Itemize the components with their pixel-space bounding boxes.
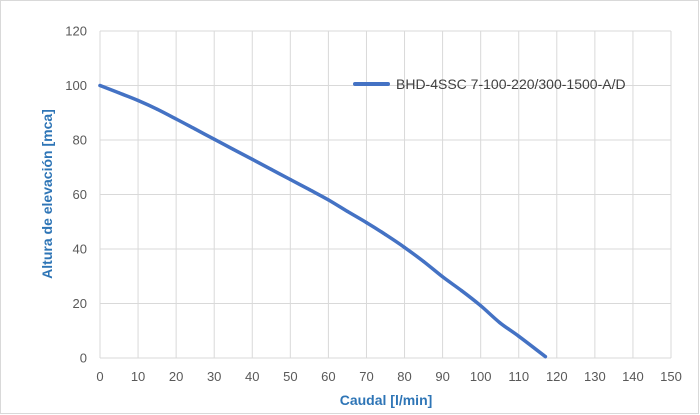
x-tick-label: 10 [131,369,145,384]
data-point [460,289,464,293]
y-tick-label: 0 [80,351,87,366]
y-tick-label: 40 [73,242,87,257]
data-point [174,117,178,121]
x-tick-label: 40 [245,369,259,384]
data-point [479,304,483,308]
x-tick-label: 100 [470,369,492,384]
series-line [98,83,548,359]
x-tick-label: 60 [321,369,335,384]
x-tick-label: 70 [359,369,373,384]
data-point [326,198,330,202]
x-tick-label: 20 [169,369,183,384]
data-point [364,221,369,225]
legend: BHD-4SSC 7-100-220/300-1500-A/D [353,76,626,92]
x-tick-label: 110 [508,369,529,384]
x-tick-label: 80 [397,369,411,384]
y-tick-label: 120 [65,24,87,39]
x-tick-label: 0 [96,369,103,384]
data-point [383,233,388,237]
grid-lines [99,30,672,359]
data-point [517,334,521,338]
data-point [193,127,197,131]
data-point [155,107,159,111]
data-point [345,209,349,213]
data-point [288,177,292,182]
data-point [543,355,548,359]
y-axis-title: Altura de elevación [mca] [39,109,55,279]
x-tick-label: 120 [546,369,568,384]
data-point [250,157,254,161]
y-tick-label: 80 [73,133,87,148]
data-point [117,91,121,95]
data-point [441,275,445,279]
legend-label: BHD-4SSC 7-100-220/300-1500-A/D [396,76,626,92]
x-tick-label: 130 [584,369,606,384]
data-point [231,147,235,151]
x-tick-label: 30 [207,369,221,384]
x-tick-label: 140 [622,369,644,384]
y-axis-ticks: 0 20 40 60 80 100 120 [65,24,87,366]
x-tick-label: 150 [660,369,682,384]
data-point [422,259,426,264]
y-tick-label: 60 [73,187,87,202]
data-point [212,137,216,141]
data-point [136,98,140,103]
x-tick-label: 90 [435,369,449,384]
x-tick-label: 50 [283,369,297,384]
data-point [402,245,407,249]
data-point [98,83,102,88]
data-point [498,321,502,325]
x-axis-title: Caudal [l/min] [340,392,433,408]
data-point [269,167,273,171]
y-tick-label: 100 [65,78,87,93]
y-tick-label: 20 [73,296,87,311]
x-axis-ticks: 0 10 20 30 40 50 60 70 80 90 100 110 120 130 140 150 [96,369,681,384]
data-point [307,188,311,192]
series-lines [98,83,548,359]
